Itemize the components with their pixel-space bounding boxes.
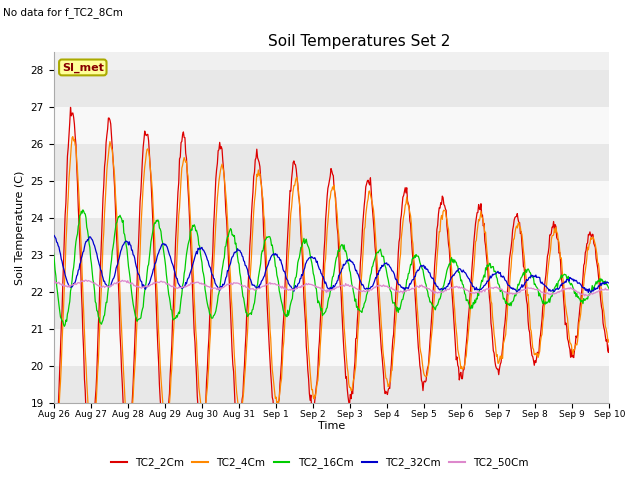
Title: Soil Temperatures Set 2: Soil Temperatures Set 2 xyxy=(268,34,451,49)
Legend: TC2_2Cm, TC2_4Cm, TC2_16Cm, TC2_32Cm, TC2_50Cm: TC2_2Cm, TC2_4Cm, TC2_16Cm, TC2_32Cm, TC… xyxy=(107,453,533,472)
Bar xyxy=(54,70,609,107)
Text: SI_met: SI_met xyxy=(62,62,104,72)
X-axis label: Time: Time xyxy=(318,421,345,432)
Bar xyxy=(54,181,609,218)
Bar xyxy=(54,292,609,329)
Bar xyxy=(54,255,609,292)
Bar xyxy=(54,107,609,144)
Bar xyxy=(54,329,609,366)
Bar xyxy=(54,144,609,181)
Bar xyxy=(54,366,609,403)
Bar xyxy=(54,218,609,255)
Text: No data for f_TC2_8Cm: No data for f_TC2_8Cm xyxy=(3,7,123,18)
Y-axis label: Soil Temperature (C): Soil Temperature (C) xyxy=(15,170,25,285)
